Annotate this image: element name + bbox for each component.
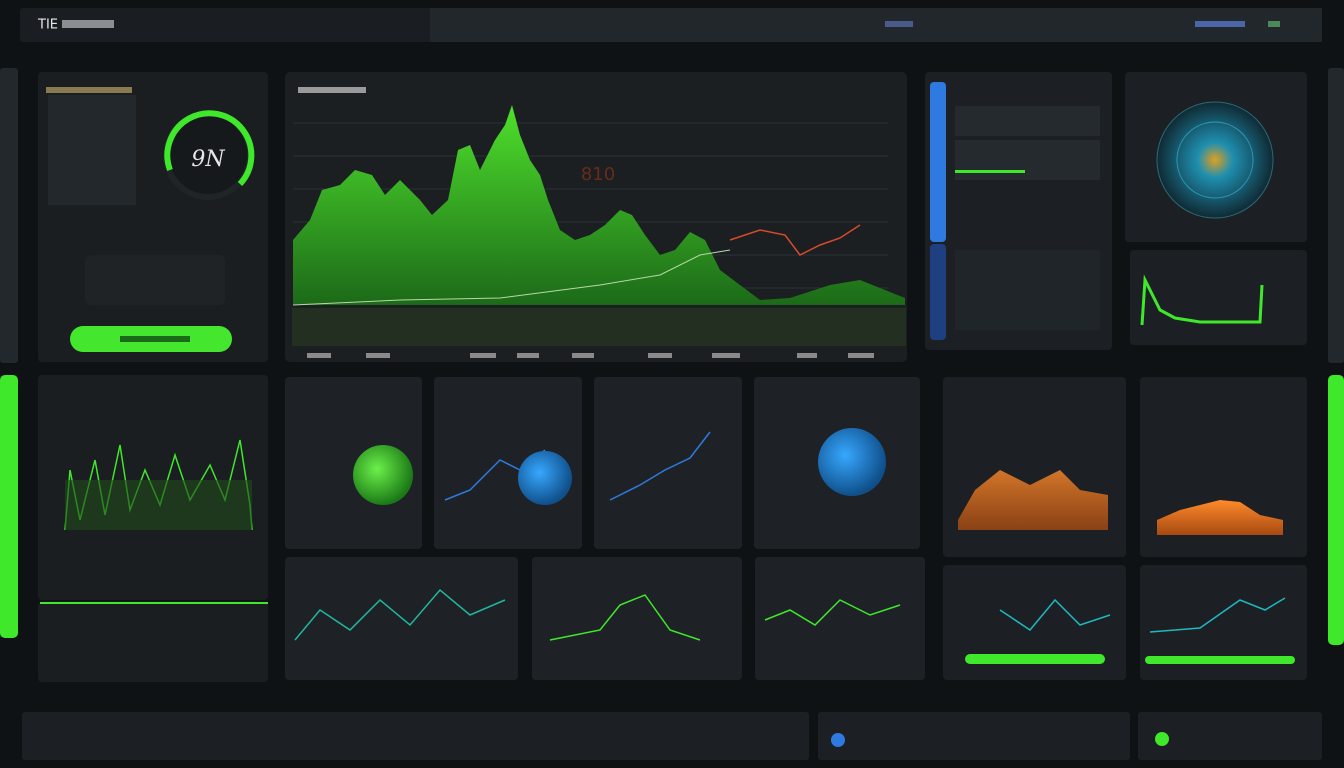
radar-ring	[1176, 121, 1254, 199]
app-title: TIE	[37, 18, 58, 33]
panel	[943, 565, 1126, 680]
progress-pill	[965, 654, 1105, 664]
panel	[1130, 250, 1307, 345]
line-chart	[609, 431, 711, 501]
panel	[434, 377, 582, 549]
panel	[38, 602, 268, 682]
line-chart	[549, 594, 701, 641]
globe	[353, 445, 413, 505]
line-chart	[764, 599, 901, 626]
status-dot	[1155, 732, 1169, 746]
line-chart	[1140, 274, 1264, 326]
bottom-bar	[22, 712, 809, 760]
side-accent	[1328, 375, 1344, 645]
progress-bar	[930, 82, 946, 242]
list-row	[955, 250, 1100, 330]
side-tab	[0, 68, 18, 363]
panel-heading-block	[46, 87, 132, 93]
line-series	[729, 224, 861, 256]
top-bar-right	[430, 8, 1322, 42]
panel	[532, 557, 742, 680]
title-text-block	[62, 20, 114, 28]
chart-footer	[292, 308, 906, 346]
area-chart	[293, 105, 905, 305]
globe	[818, 428, 886, 496]
panel	[594, 377, 742, 549]
panel	[755, 557, 925, 680]
panel-heading-block	[298, 87, 366, 93]
mini-list	[48, 95, 136, 205]
nav-item[interactable]	[885, 21, 913, 27]
list-row	[955, 140, 1100, 180]
line-chart	[999, 598, 1111, 631]
status-dot	[831, 733, 845, 747]
list-row	[955, 106, 1100, 136]
trend-line	[292, 249, 731, 306]
side-accent	[0, 375, 18, 638]
radar	[1156, 101, 1274, 219]
globe	[518, 451, 572, 505]
mini-card	[85, 255, 225, 305]
side-tab	[1328, 68, 1344, 363]
line-chart	[294, 588, 506, 641]
divider	[40, 602, 268, 604]
line-chart	[1149, 597, 1286, 633]
bar-field	[65, 480, 252, 530]
progress-bar	[930, 244, 946, 340]
chart-annotation: 810	[581, 164, 615, 185]
progress-pill	[1145, 656, 1295, 664]
gauge-value: 9N	[191, 147, 225, 172]
gauge-arc	[164, 110, 255, 187]
x-labels	[307, 353, 874, 358]
bottom-bar	[818, 712, 1130, 760]
progress-line	[955, 170, 1025, 173]
nav-item[interactable]	[1268, 21, 1280, 27]
panel	[285, 377, 422, 549]
area-chart	[1157, 500, 1283, 535]
area-chart	[958, 470, 1108, 530]
panel	[1140, 565, 1307, 680]
nav-item[interactable]	[1195, 21, 1245, 27]
button-text-block	[120, 336, 190, 342]
bottom-bar	[1138, 712, 1322, 760]
